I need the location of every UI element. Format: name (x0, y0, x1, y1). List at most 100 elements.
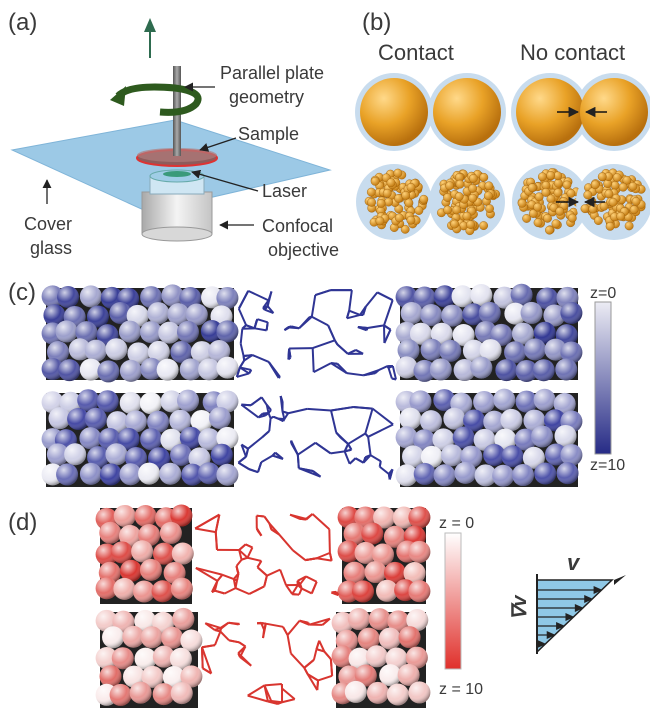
blue-network-bond (314, 441, 332, 455)
blue-colorbar (594, 301, 612, 455)
red-network-bond (308, 617, 331, 626)
red-colorbar (444, 532, 462, 670)
blue-network-bond (240, 443, 249, 450)
panel-c: (c) z=0 z=10 (8, 279, 625, 487)
blue-network-bond (355, 349, 364, 355)
panel-b-letter: (b) (362, 9, 391, 36)
red-network-bond (298, 588, 303, 596)
rotation-arrow-icon (115, 83, 202, 116)
label-contact: Contact (378, 40, 454, 65)
blue-network-bond (359, 306, 367, 316)
red-network-bond (238, 549, 249, 559)
blue-network-bond (370, 454, 382, 463)
blue-network-bond (330, 450, 345, 455)
red-network-bond (323, 650, 332, 660)
red-network-bond (239, 645, 247, 658)
blue-network-bond (330, 410, 338, 433)
red-network-bond (282, 626, 289, 636)
red-network-bond (263, 575, 268, 587)
red-network-bond (315, 640, 321, 650)
red-network-bond (331, 591, 339, 596)
blue-network-bond (287, 325, 292, 329)
red-network-bond (195, 567, 218, 582)
blue-network-bond (333, 339, 339, 346)
blue-network-bond (240, 444, 247, 458)
blue-network-bond (242, 355, 246, 361)
blue-network-bond (298, 467, 314, 472)
red-network-bond (292, 549, 306, 561)
blue-network-bond (364, 432, 369, 438)
blue-network-bond (376, 291, 394, 302)
red-network-bond (224, 587, 236, 595)
blue-network-bond (348, 457, 357, 465)
blue-network-bond (247, 289, 269, 302)
panel-a-letter: (a) (8, 9, 37, 36)
label-confocal-2: objective (268, 240, 339, 260)
label-confocal-1: Confocal (262, 216, 333, 236)
panel-d: (d) z = 0 z = 10 v ∇v (8, 504, 626, 708)
blue-network-bond (257, 318, 268, 324)
blue-network-bond (311, 348, 315, 373)
blue-network-bond (245, 448, 250, 457)
label-laser: Laser (262, 181, 307, 201)
blue-network-bond (378, 365, 388, 372)
red-particles-bottom (95, 607, 431, 708)
blue-network-bond (378, 461, 382, 467)
red-network-bond (268, 522, 280, 536)
red-network-bond (241, 556, 248, 561)
blue-network-bond (347, 349, 357, 355)
red-network-bond (281, 698, 295, 704)
red-network-bond (301, 587, 313, 595)
gradient-symbol: ∇v (509, 594, 531, 620)
blue-network-bond (279, 395, 284, 412)
red-network-bottom (201, 617, 334, 705)
shear-profile-diagram: v ∇v (509, 550, 626, 654)
blue-network-bond (272, 454, 284, 460)
red-network-bond (305, 557, 317, 562)
blue-network-bond (267, 409, 272, 414)
blue-network-bond (343, 443, 350, 452)
blue-network-bond (364, 408, 374, 434)
red-network-bond (247, 694, 269, 703)
red-network-bond (247, 556, 262, 562)
blue-network-bond (281, 411, 286, 420)
blue-network-bond (365, 327, 369, 331)
blue-network-bond (260, 454, 274, 464)
red-network-bond (311, 513, 331, 530)
blue-network-bond (248, 468, 259, 474)
red-network-bond (201, 647, 204, 669)
red-network-bond (232, 578, 237, 589)
blue-network-bond (346, 313, 361, 320)
red-network-bond (328, 529, 331, 553)
blue-network-bond (253, 321, 258, 329)
blue-network-bond (268, 418, 272, 432)
blue-network-bond (391, 365, 397, 380)
blue-network-bond (260, 396, 268, 406)
red-network-bond (247, 684, 265, 697)
red-network-bond (256, 529, 263, 537)
red-network-bond (297, 584, 303, 590)
large-spheres-contact (355, 73, 506, 151)
blue-network-bond (312, 339, 336, 350)
red-network-bond (202, 667, 212, 675)
red-network-bond (268, 523, 273, 530)
red-network-bond (214, 514, 221, 533)
blue-network-bond (365, 454, 371, 459)
blue-network-bond (250, 396, 263, 407)
red-network-bond (228, 621, 240, 625)
blue-network-bond (287, 348, 291, 360)
label-parallel-plate-2: geometry (229, 87, 304, 107)
red-network-bond (256, 566, 268, 577)
red-network-bond (235, 565, 239, 572)
blue-network-bond (261, 430, 270, 439)
blue-network-bond (257, 461, 263, 473)
red-network-bond (316, 557, 332, 562)
red-network-bond (318, 640, 326, 652)
label-cover-2: glass (30, 238, 72, 258)
velocity-arrow-icon (614, 575, 626, 585)
blue-network-bond (239, 343, 245, 357)
red-network-bond (245, 543, 253, 549)
red-network-bond (235, 559, 243, 567)
blue-network-bond (383, 299, 394, 326)
red-network-bond (255, 527, 259, 531)
